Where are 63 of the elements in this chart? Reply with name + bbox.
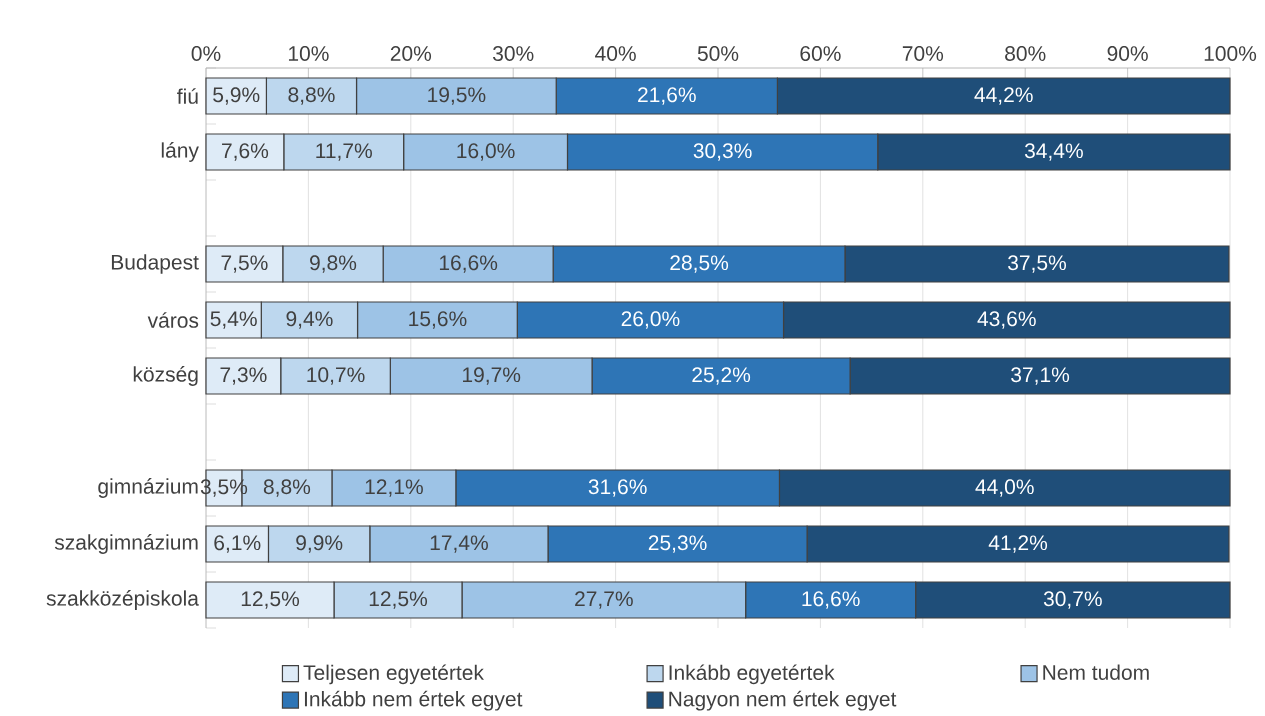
y-tick-label: szakgimnázium xyxy=(54,534,198,554)
data-label: 30,7% xyxy=(1043,591,1102,609)
data-label: 21,6% xyxy=(638,87,696,105)
x-tick-label: 80% xyxy=(1005,46,1046,61)
data-label: 15,6% xyxy=(409,311,467,329)
data-label: 12,1% xyxy=(365,479,423,497)
y-tick-label: fiú xyxy=(177,88,198,104)
x-tick-label: 100% xyxy=(1204,46,1257,61)
data-label: 12,5% xyxy=(369,591,428,609)
data-label: 12,5% xyxy=(241,591,300,609)
data-label: 28,5% xyxy=(670,255,729,273)
x-tick-label: 30% xyxy=(493,46,534,61)
data-label: 7,6% xyxy=(222,143,269,161)
data-label: 41,2% xyxy=(988,535,1048,553)
data-label: 19,5% xyxy=(428,87,486,105)
data-label: 6,1% xyxy=(214,535,261,553)
legend-label: Inkább nem értek egyet xyxy=(304,690,523,711)
data-label: 34,4% xyxy=(1024,143,1083,161)
x-tick-label: 50% xyxy=(697,46,739,61)
data-label: 7,3% xyxy=(220,367,267,385)
data-label: 16,0% xyxy=(457,143,515,161)
data-label: 37,5% xyxy=(1008,255,1067,273)
data-label: 25,3% xyxy=(648,535,707,553)
data-label: 16,6% xyxy=(439,255,498,273)
x-tick-label: 70% xyxy=(902,46,944,61)
x-tick-label: 20% xyxy=(390,46,432,61)
y-tick-label: szakközépiskola xyxy=(46,590,199,610)
legend-label: Nem tudom xyxy=(1043,664,1149,680)
data-label: 11,7% xyxy=(316,143,372,161)
data-label: 9,4% xyxy=(286,311,333,329)
data-label: 30,3% xyxy=(693,143,752,161)
data-label: 17,4% xyxy=(430,535,488,553)
data-label: 44,2% xyxy=(974,87,1033,105)
x-tick-label: 90% xyxy=(1107,46,1148,61)
x-tick-label: 10% xyxy=(288,46,329,61)
data-label: 43,6% xyxy=(977,311,1036,329)
legend-label: Inkább egyetértek xyxy=(669,664,835,685)
data-label: 37,1% xyxy=(1011,367,1070,385)
y-tick-label: város xyxy=(147,312,199,328)
data-label: 44,0% xyxy=(975,479,1034,497)
y-tick-label: lány xyxy=(161,142,199,162)
y-tick-label: gimnázium xyxy=(98,478,198,498)
data-label: 9,9% xyxy=(296,535,343,553)
data-label: 27,7% xyxy=(575,591,633,609)
data-label: 5,9% xyxy=(213,87,260,105)
data-label: 7,5% xyxy=(221,255,268,273)
data-label: 5,4% xyxy=(210,311,257,329)
data-label: 16,6% xyxy=(802,591,860,609)
x-tick-label: 40% xyxy=(595,46,636,61)
data-label: 26,0% xyxy=(621,311,680,329)
data-label: 9,8% xyxy=(310,255,357,273)
x-tick-label: 60% xyxy=(800,46,841,61)
data-label: 8,8% xyxy=(263,479,311,497)
x-tick-label: 0% xyxy=(191,46,221,61)
data-label: 31,6% xyxy=(588,479,647,497)
data-label: 19,7% xyxy=(463,367,521,385)
y-tick-label: Budapest xyxy=(111,254,199,274)
legend-label: Nagyon nem értek egyet xyxy=(669,690,897,711)
data-label: 10,7% xyxy=(307,367,365,385)
legend-label: Teljesen egyetértek xyxy=(303,664,484,685)
y-tick-label: község xyxy=(133,366,198,386)
data-label: 8,8% xyxy=(288,87,335,105)
data-label: 25,2% xyxy=(692,367,751,385)
